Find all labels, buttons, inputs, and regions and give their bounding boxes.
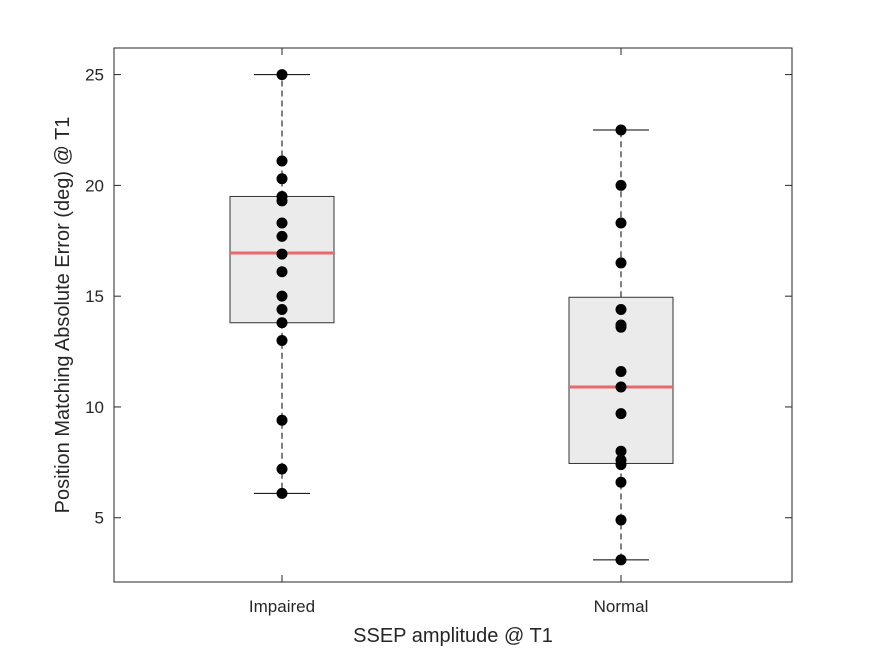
x-tick-label: Normal xyxy=(594,597,649,616)
data-point xyxy=(276,248,288,260)
data-point xyxy=(276,217,288,229)
y-tick-label: 15 xyxy=(85,287,104,306)
data-point xyxy=(276,195,288,207)
data-point xyxy=(276,230,288,242)
data-point xyxy=(276,334,288,346)
data-point xyxy=(276,303,288,315)
y-tick-label: 10 xyxy=(85,398,104,417)
y-tick-label: 20 xyxy=(85,176,104,195)
axes-box xyxy=(113,47,793,583)
data-point xyxy=(615,217,627,229)
data-point xyxy=(276,266,288,278)
data-point xyxy=(276,463,288,475)
y-tick-label: 5 xyxy=(95,509,104,528)
data-point xyxy=(276,173,288,185)
data-point xyxy=(276,69,288,81)
data-point xyxy=(615,366,627,378)
y-tick-label: 25 xyxy=(85,66,104,85)
data-point xyxy=(276,487,288,499)
data-point xyxy=(615,381,627,393)
data-point xyxy=(615,476,627,488)
y-axis-label: Position Matching Absolute Error (deg) @… xyxy=(52,117,74,514)
data-point xyxy=(615,459,627,471)
data-point xyxy=(276,155,288,167)
data-point xyxy=(615,257,627,269)
data-point xyxy=(615,179,627,191)
data-point xyxy=(276,414,288,426)
plot-area: 5 10 15 20 25 Impaired Normal xyxy=(85,47,793,616)
x-tick-label: Impaired xyxy=(249,597,315,616)
data-point xyxy=(615,514,627,526)
data-point xyxy=(615,303,627,315)
data-point xyxy=(615,124,627,136)
data-point xyxy=(615,408,627,420)
data-point xyxy=(276,317,288,329)
data-point xyxy=(276,290,288,302)
data-point xyxy=(615,321,627,333)
data-point xyxy=(615,554,627,566)
data-point xyxy=(615,445,627,457)
x-axis-label: SSEP amplitude @ T1 xyxy=(353,625,553,647)
box-iqr xyxy=(229,195,335,324)
